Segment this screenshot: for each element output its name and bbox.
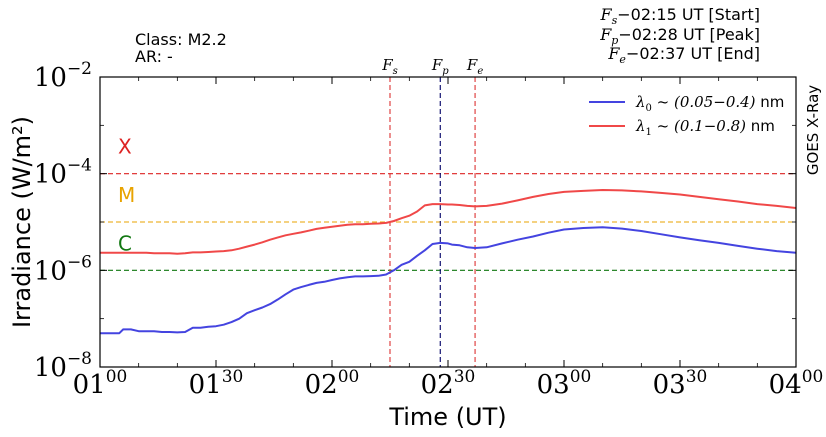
x-axis-label: Time (UT) xyxy=(388,403,506,431)
y-axis-ticks: 10−8 10−6 10−4 10−2 xyxy=(34,59,796,383)
y-tick-label: 10−2 xyxy=(34,59,92,93)
flare-peak-label: Fp−02:28 UT [Peak] xyxy=(599,25,760,47)
series-lines xyxy=(100,189,796,335)
x-tick-label: 0100 xyxy=(73,367,128,400)
flare-class-label: Class: M2.2 xyxy=(135,30,227,49)
y-axis-label: Irradiance (W/m²) xyxy=(8,116,36,328)
x-tick-label: 0230 xyxy=(421,367,476,400)
x-tick-label: 0330 xyxy=(653,367,708,400)
y-tick-label: 10−8 xyxy=(34,349,92,383)
flare-start-label: Fs−02:15 UT [Start] xyxy=(599,5,760,27)
class-labels: XMC xyxy=(118,135,135,256)
legend-entry-1: λ1 ~ (0.1−0.8) nm xyxy=(635,117,775,138)
flare-end-label: Fe−02:37 UT [End] xyxy=(607,44,760,66)
legend-entry-0: λ0 ~ (0.05−0.4) nm xyxy=(635,93,784,114)
series-line-1 xyxy=(100,189,796,255)
legend: λ0 ~ (0.05−0.4) nm λ1 ~ (0.1−0.8) nm xyxy=(589,93,784,138)
class-threshold-lines xyxy=(100,173,796,271)
x-tick-label: 0400 xyxy=(769,367,824,400)
event-marker-label-fe: Fe xyxy=(466,56,483,77)
goes-xray-side-label: GOES X-Ray xyxy=(804,85,822,175)
class-label-c: C xyxy=(118,231,132,255)
x-tick-label: 0300 xyxy=(537,367,592,400)
series-line-0 xyxy=(100,226,796,335)
class-label-m: M xyxy=(118,183,135,207)
x-tick-label: 0130 xyxy=(189,367,244,400)
event-marker-label-fs: Fs xyxy=(381,56,398,77)
y-tick-label: 10−4 xyxy=(34,156,92,190)
x-tick-label: 0200 xyxy=(305,367,360,400)
event-marker-label-fp: Fp xyxy=(431,56,449,77)
class-label-x: X xyxy=(118,135,132,159)
y-tick-label: 10−6 xyxy=(34,252,92,286)
x-axis-ticks: 0100 0130 0200 0230 0300 0330 0400 xyxy=(73,77,824,400)
event-marker-lines: Fs Fp Fe xyxy=(381,56,483,367)
active-region-label: AR: - xyxy=(135,47,173,66)
